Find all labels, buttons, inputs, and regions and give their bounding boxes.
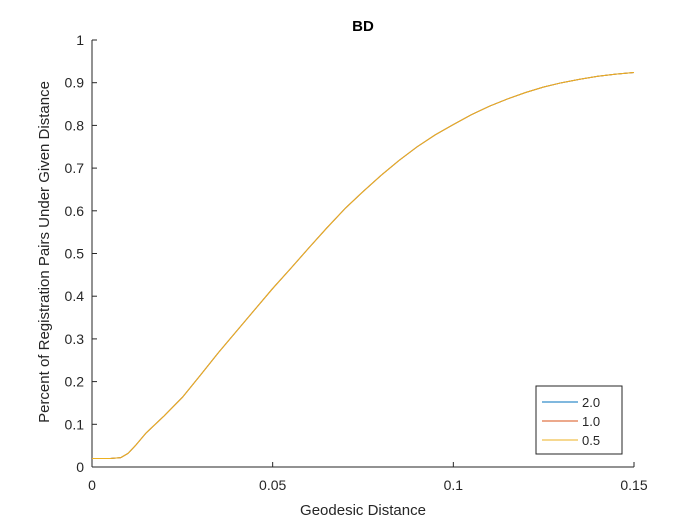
series-line-0-5 [92, 71, 635, 459]
y-tick-label: 0.6 [65, 203, 85, 219]
legend-label: 2.0 [582, 395, 600, 410]
legend-label: 0.5 [582, 433, 600, 448]
y-tick-label: 0.9 [65, 75, 85, 91]
legend-label: 1.0 [582, 414, 600, 429]
chart-title: BD [352, 18, 374, 35]
x-tick-label: 0.1 [444, 477, 464, 493]
y-tick-label: 0.1 [65, 416, 85, 432]
x-tick-label: 0.15 [620, 477, 647, 493]
series-layer [92, 71, 635, 459]
y-tick-label: 0.8 [65, 117, 85, 133]
y-tick-label: 0.7 [65, 160, 85, 176]
y-axis-label: Percent of Registration Pairs Under Give… [36, 81, 53, 423]
legend-box [535, 385, 623, 455]
legend: 2.0 1.0 0.5 [535, 385, 623, 455]
y-tick-label: 0.3 [65, 331, 85, 347]
x-tick-label: 0 [88, 477, 96, 493]
y-tick-label: 1 [76, 32, 84, 48]
x-axis-label: Geodesic Distance [300, 502, 426, 519]
y-tick-label: 0.2 [65, 374, 85, 390]
axes: 0 0.05 0.1 0.15 0 0.1 0.2 0.3 0.4 0.5 0.6 0.7 0.8 0.9… [65, 32, 648, 493]
x-tick-label: 0.05 [259, 477, 286, 493]
y-tick-label: 0.5 [65, 246, 85, 262]
y-tick-label: 0 [76, 459, 84, 475]
y-tick-label: 0.4 [65, 288, 85, 304]
